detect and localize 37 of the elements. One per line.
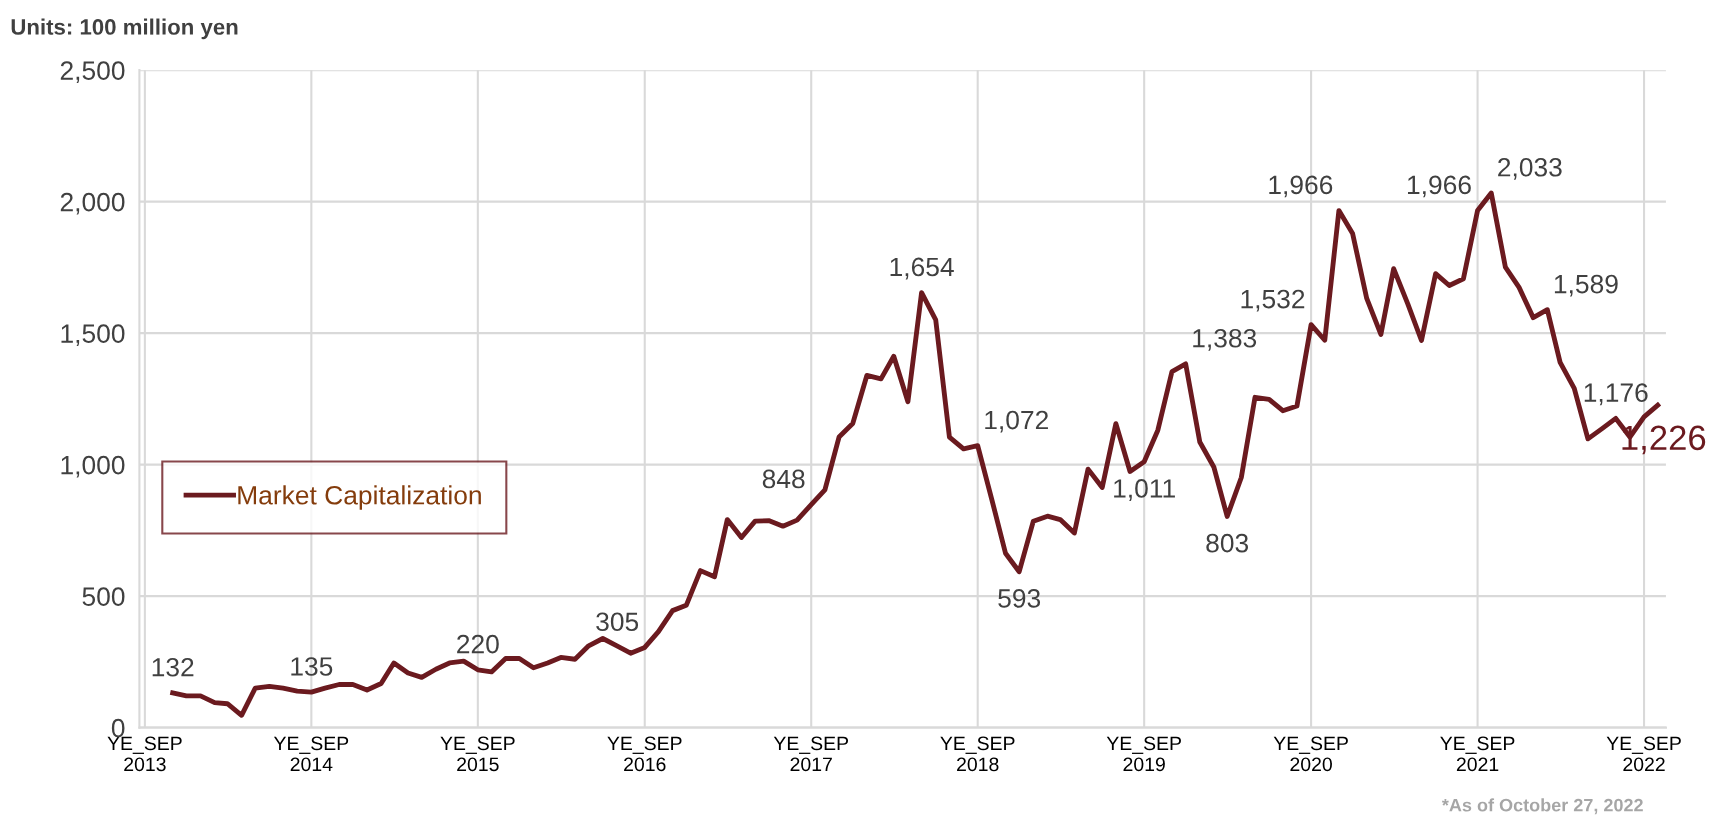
data-label: 1,226 [1622,425,1706,455]
y-tick-label: 500 [82,587,125,606]
x-tick-label: YE_SEP 2016 [607,736,682,772]
data-label: 593 [998,589,1041,608]
data-label: 1,966 [1269,175,1333,198]
chart-title: Units: 100 million yen [11,18,238,40]
x-tick-label: YE_SEP 2022 [1606,736,1681,772]
data-label: 220 [457,634,499,654]
data-label: 2,033 [1498,157,1562,180]
x-tick-label: YE_SEP 2013 [107,736,182,772]
y-tick-label: 2,500 [60,61,125,84]
data-label: 803 [1206,533,1249,553]
x-tick-label: YE_SEP 2019 [1106,736,1181,772]
data-label: 1,011 [1114,479,1175,501]
x-tick-label: YE_SEP 2017 [773,736,849,772]
data-label: 135 [291,657,333,676]
y-tick-label: 1,000 [61,455,125,478]
text: *As of October 27, 2022 [1441,798,1643,815]
data-label: 1,176 [1584,383,1648,406]
data-label: 1,589 [1554,274,1618,297]
data-label: 1,532 [1241,289,1305,312]
y-tick-label: 1,500 [61,324,125,347]
data-label: 1,654 [890,257,954,280]
data-label: 132 [152,657,194,677]
x-tick-label: YE_SEP 2015 [440,736,515,772]
data-label: 1,383 [1193,328,1257,351]
x-tick-label: YE_SEP 2021 [1440,736,1515,772]
y-tick-label: 0 [111,718,125,738]
data-label: 1,072 [985,410,1048,433]
data-label: 305 [596,612,639,632]
x-tick-label: YE_SEP 2020 [1273,736,1348,772]
y-tick-label: 2,000 [60,192,125,215]
data-label: 1,966 [1407,175,1471,198]
legend-label: Market Capitalization [238,485,481,510]
x-tick-label: YE_SEP 2018 [940,736,1015,772]
data-label: 848 [762,469,805,489]
x-tick-label: YE_SEP 2014 [273,736,349,772]
